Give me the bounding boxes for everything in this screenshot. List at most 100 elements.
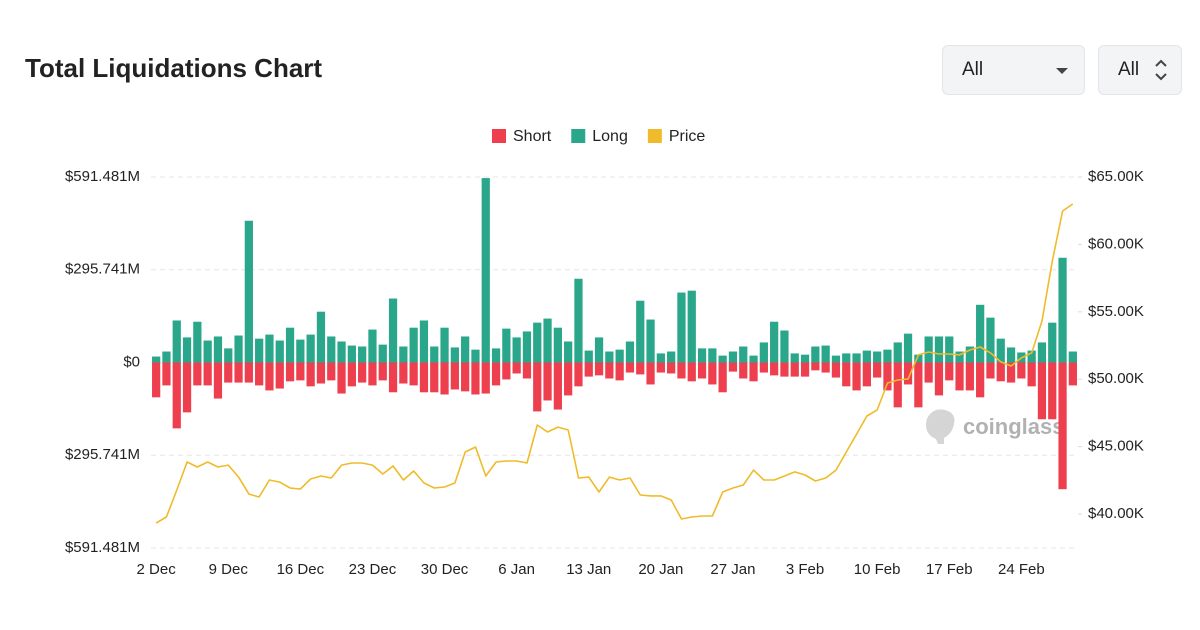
bar xyxy=(378,362,387,381)
bar xyxy=(594,362,604,376)
price-line xyxy=(155,203,1074,524)
x-tick-label: 20 Jan xyxy=(638,561,683,578)
watermark: coinglass xyxy=(926,409,1064,444)
legend-swatch xyxy=(647,129,662,143)
bar xyxy=(409,362,418,386)
watermark-text: coinglass xyxy=(963,414,1064,439)
bar xyxy=(842,353,851,363)
bar xyxy=(265,362,274,391)
bar xyxy=(471,362,480,395)
x-tick-label: 30 Dec xyxy=(421,561,469,578)
bar xyxy=(914,362,923,408)
bar xyxy=(440,327,449,363)
bar xyxy=(677,362,686,379)
bar xyxy=(368,362,377,386)
bar xyxy=(811,346,820,363)
bar xyxy=(759,342,768,363)
bar xyxy=(162,351,171,363)
bar xyxy=(337,341,346,363)
bar xyxy=(296,362,305,381)
bar xyxy=(842,362,851,387)
bar xyxy=(934,362,944,396)
bar xyxy=(564,341,573,363)
bar xyxy=(883,349,892,363)
bar xyxy=(296,339,305,363)
y-tick-label: $0 xyxy=(123,353,140,370)
bar xyxy=(800,354,810,363)
bar xyxy=(265,334,274,363)
bar xyxy=(728,362,738,372)
bar xyxy=(306,334,315,363)
bar xyxy=(1058,257,1067,363)
y2-tick-label: $45.00K xyxy=(1088,438,1144,455)
bar xyxy=(749,362,758,382)
bar xyxy=(790,362,799,377)
bar xyxy=(512,337,521,363)
bar xyxy=(275,362,284,389)
type-select[interactable]: All xyxy=(1098,45,1182,95)
y-tick-label: $591.481M xyxy=(65,168,140,185)
bar xyxy=(471,349,480,363)
bar xyxy=(687,290,696,363)
y2-tick-label: $50.00K xyxy=(1088,370,1144,387)
range-dropdown[interactable]: All xyxy=(942,45,1085,95)
bar xyxy=(193,362,202,386)
bar xyxy=(358,362,367,383)
bar xyxy=(739,346,748,363)
bar xyxy=(903,362,913,385)
bar xyxy=(213,336,223,363)
bar xyxy=(615,349,624,363)
bar xyxy=(553,362,562,410)
bar xyxy=(883,362,892,391)
y-tick-label: $295.741M xyxy=(65,446,140,463)
bar xyxy=(234,335,243,363)
bar xyxy=(172,362,181,429)
bar xyxy=(646,362,655,385)
bar xyxy=(419,320,429,363)
bar xyxy=(213,362,223,399)
bar xyxy=(903,333,913,363)
bar xyxy=(1048,362,1057,420)
bar xyxy=(708,348,717,363)
bar xyxy=(656,353,665,363)
bar xyxy=(255,338,264,363)
bar xyxy=(749,355,758,363)
bar xyxy=(502,362,511,380)
bar xyxy=(800,362,810,377)
bar xyxy=(1058,362,1067,490)
bar xyxy=(594,337,604,363)
y2-tick-label: $55.00K xyxy=(1088,303,1144,320)
bar xyxy=(399,346,408,363)
bar xyxy=(976,362,985,398)
bar xyxy=(790,353,799,363)
bar xyxy=(399,362,408,384)
bar xyxy=(996,338,1005,363)
bar xyxy=(574,278,583,363)
bar xyxy=(821,362,830,373)
bar xyxy=(378,344,387,363)
bar xyxy=(811,362,820,371)
bar xyxy=(873,362,882,378)
bar xyxy=(780,362,789,377)
bar xyxy=(667,362,676,374)
bar xyxy=(656,362,665,373)
bar xyxy=(1017,362,1026,379)
bar xyxy=(316,362,326,384)
bar xyxy=(419,362,429,393)
x-tick-label: 16 Dec xyxy=(277,561,325,578)
bar xyxy=(893,362,902,408)
bar xyxy=(172,320,181,363)
bar xyxy=(646,319,655,363)
bar xyxy=(945,362,954,381)
bar xyxy=(285,327,295,363)
bar xyxy=(533,322,542,363)
bar xyxy=(450,347,459,363)
bar xyxy=(564,362,573,396)
bar xyxy=(697,362,707,379)
x-tick-label: 10 Feb xyxy=(854,561,901,578)
bar xyxy=(1068,362,1077,386)
bar xyxy=(934,336,944,363)
bar xyxy=(1037,362,1047,420)
x-tick-label: 27 Jan xyxy=(710,561,755,578)
